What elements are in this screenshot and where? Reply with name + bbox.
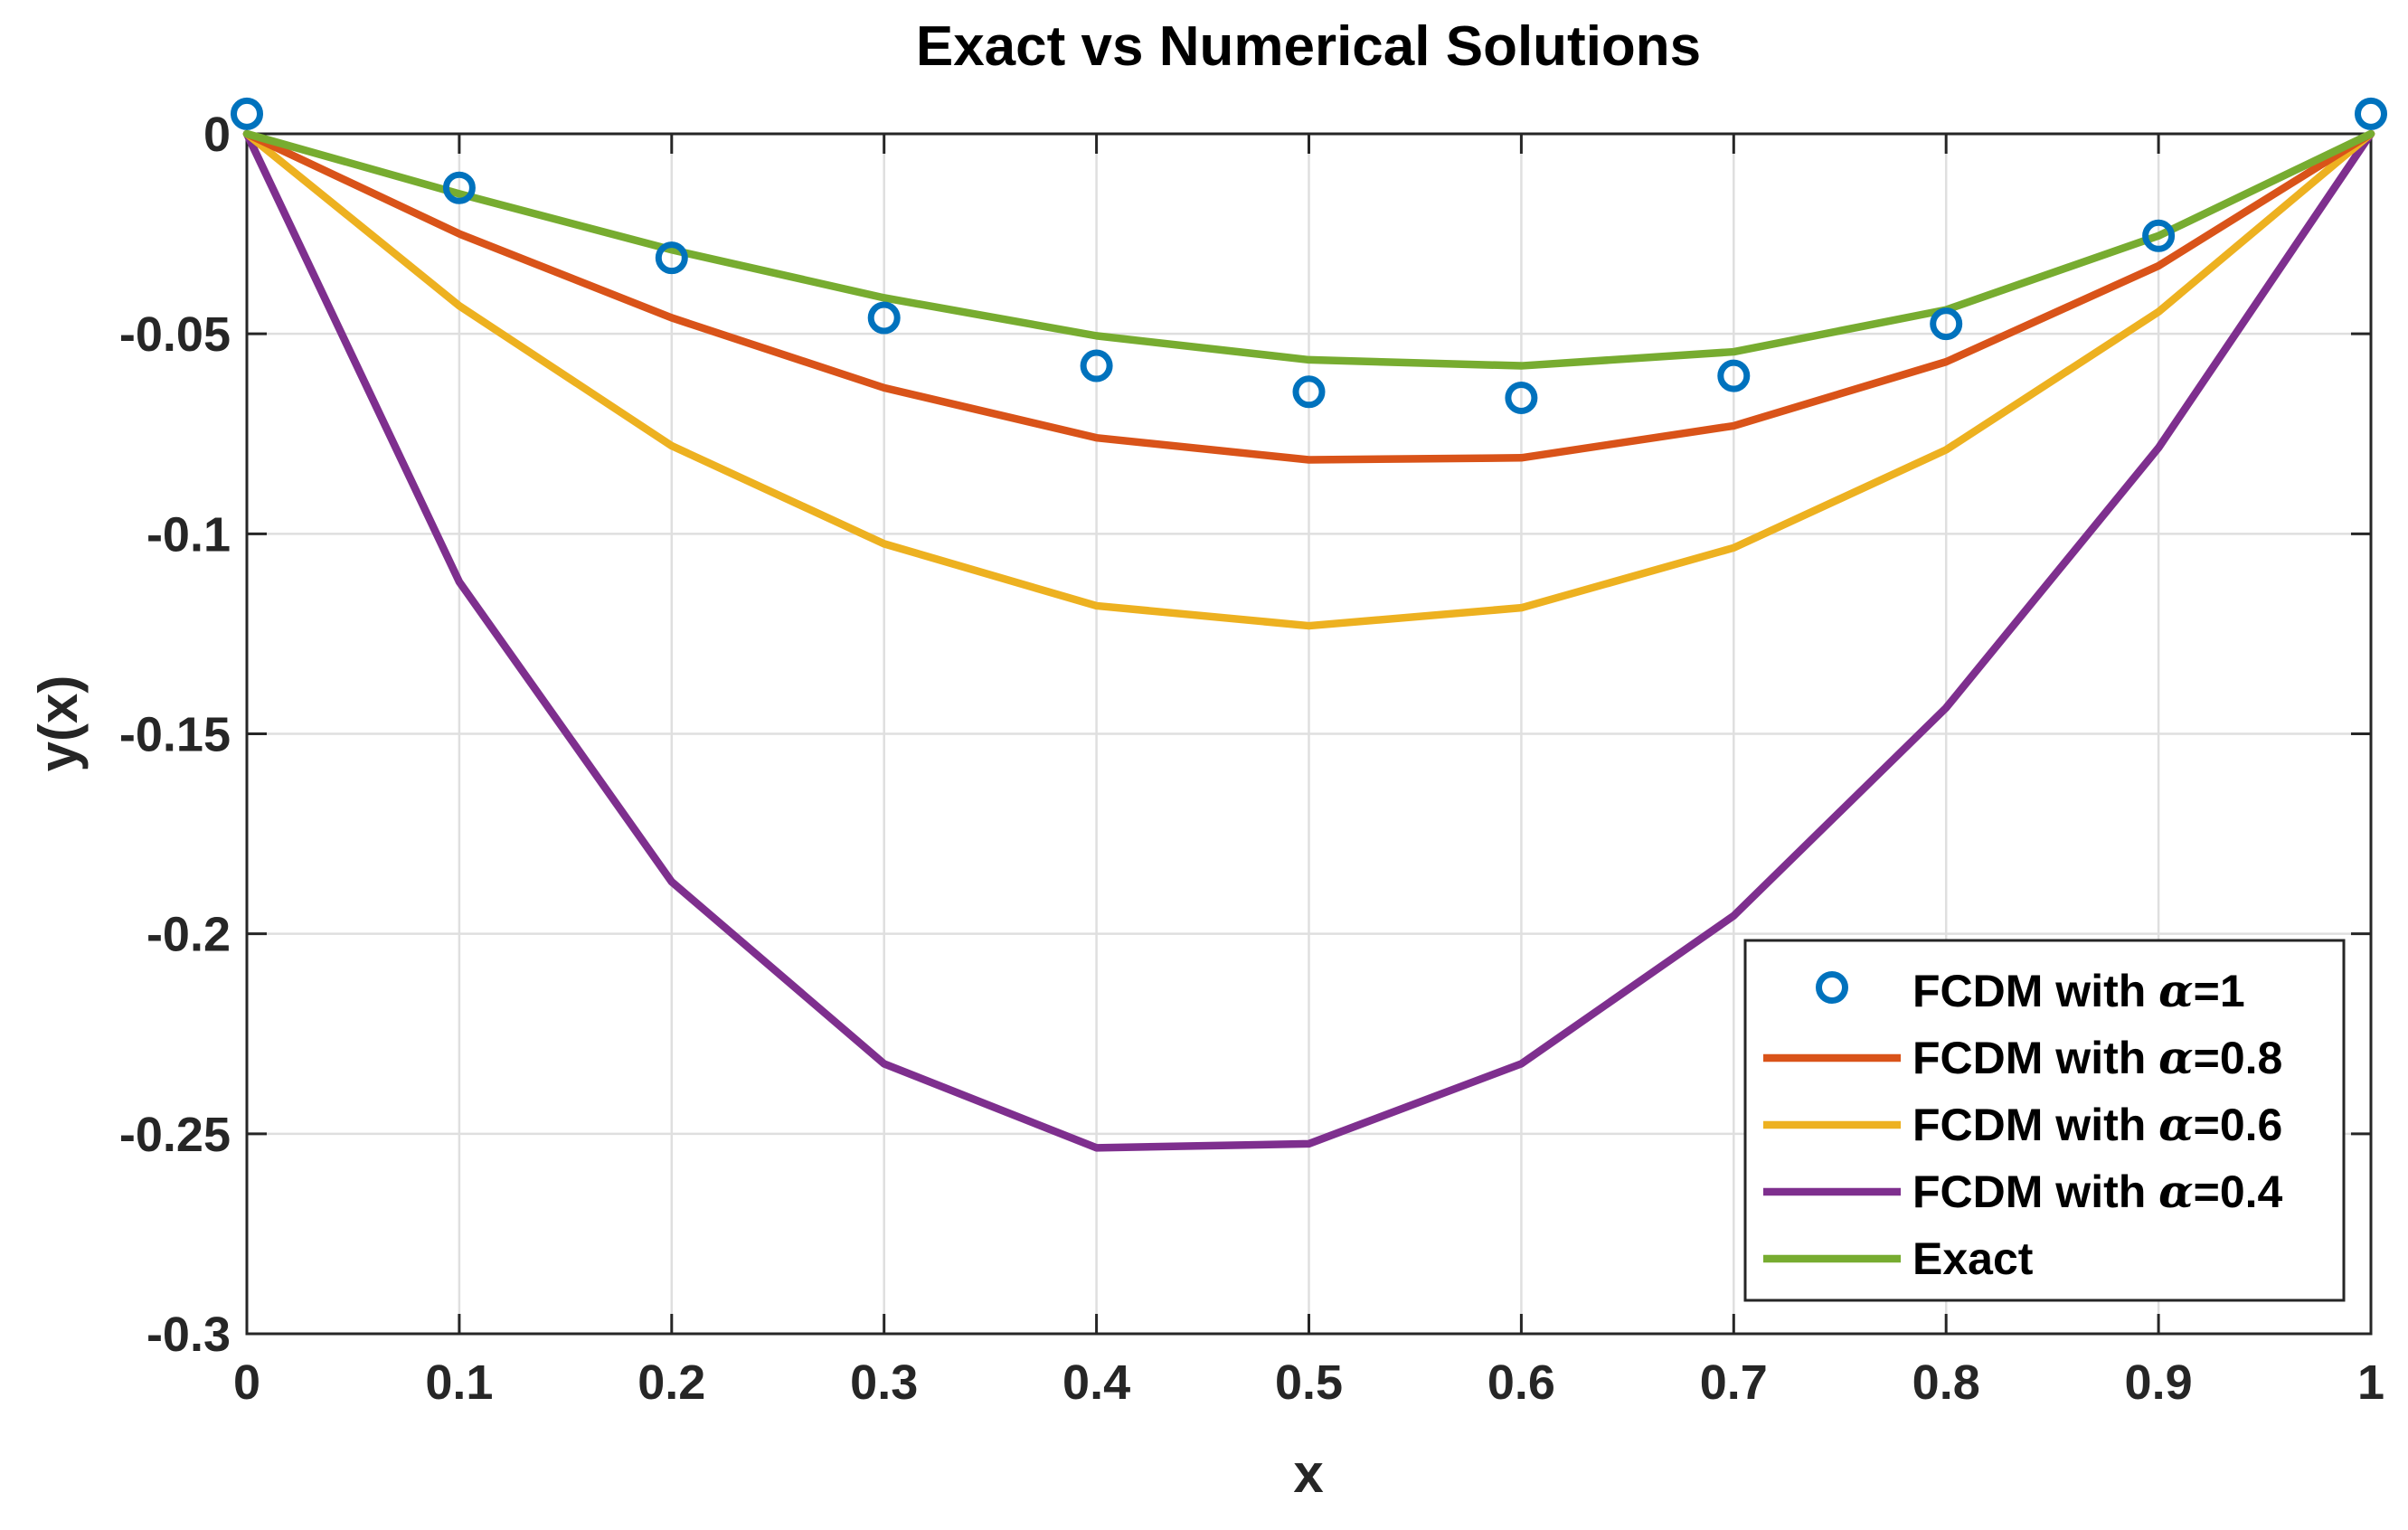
series-line-exact bbox=[242, 129, 2375, 370]
data-point-fcdm-with-1 bbox=[867, 301, 901, 335]
legend-marker-fcdm-with-1 bbox=[1816, 971, 1848, 1004]
data-point-fcdm-with-1 bbox=[442, 171, 476, 204]
axes bbox=[245, 132, 2373, 1336]
x-tick-label: 0.9 bbox=[2125, 1355, 2193, 1410]
x-tick-label: 0.6 bbox=[1487, 1355, 1555, 1410]
y-tick-label: -0.05 bbox=[119, 307, 231, 362]
x-tick-label: 0.3 bbox=[850, 1355, 918, 1410]
data-point-fcdm-with-1 bbox=[655, 241, 688, 275]
series-line-fcdm-with-0-8 bbox=[242, 129, 2375, 464]
legend-box bbox=[1743, 939, 2346, 1302]
tick-labels: 0 0.1 0.2 0.3 0.4 0.5 0.6 0.7 0.8 0.9 1 0 -0.05 -0.1 -… bbox=[119, 108, 2384, 1410]
series-line-fcdm-with-0-4 bbox=[242, 129, 2375, 1152]
x-tick-label: 1 bbox=[2357, 1355, 2384, 1410]
chart-title: Exact vs Numerical Solutions bbox=[916, 15, 1701, 78]
data-point-fcdm-with-1 bbox=[2142, 219, 2176, 252]
y-tick-label: -0.2 bbox=[146, 908, 231, 962]
series-line-fcdm-with-0-6 bbox=[242, 129, 2375, 630]
data-point-fcdm-with-1 bbox=[1930, 307, 1963, 341]
data-point-fcdm-with-1 bbox=[1292, 375, 1326, 409]
legend: FCDM with α=1 FCDM with α=0.8 FCDM with α=… bbox=[1743, 939, 2346, 1302]
y-axis-label: y(x) bbox=[28, 675, 89, 772]
x-tick-label: 0.8 bbox=[1912, 1355, 1980, 1410]
legend-label: Exact bbox=[1912, 1233, 2034, 1284]
series-group bbox=[231, 97, 2387, 1152]
legend-label: FCDM with α=0.4 bbox=[1912, 1165, 2283, 1218]
y-tick-label: -0.1 bbox=[146, 507, 231, 562]
x-tick-label: 0.2 bbox=[637, 1355, 705, 1410]
y-tick-label: 0 bbox=[203, 108, 231, 162]
x-tick-label: 0 bbox=[233, 1355, 260, 1410]
y-tick-label: -0.15 bbox=[119, 708, 231, 762]
data-point-fcdm-with-1 bbox=[1505, 381, 1538, 414]
legend-label: FCDM with α=1 bbox=[1912, 964, 2245, 1017]
data-point-fcdm-with-1 bbox=[231, 97, 263, 130]
x-tick-label: 0.5 bbox=[1275, 1355, 1343, 1410]
data-point-fcdm-with-1 bbox=[2355, 97, 2387, 130]
x-tick-label: 0.1 bbox=[425, 1355, 493, 1410]
x-tick-label: 0.4 bbox=[1062, 1355, 1130, 1410]
x-tick-label: 0.7 bbox=[1700, 1355, 1768, 1410]
y-tick-label: -0.3 bbox=[146, 1308, 231, 1362]
x-axis-label: x bbox=[1293, 1443, 1323, 1504]
legend-label: FCDM with α=0.8 bbox=[1912, 1031, 2282, 1084]
legend-label: FCDM with α=0.6 bbox=[1912, 1098, 2282, 1151]
data-point-fcdm-with-1 bbox=[1080, 349, 1113, 382]
y-tick-label: -0.25 bbox=[119, 1108, 231, 1162]
data-point-fcdm-with-1 bbox=[1717, 359, 1751, 392]
